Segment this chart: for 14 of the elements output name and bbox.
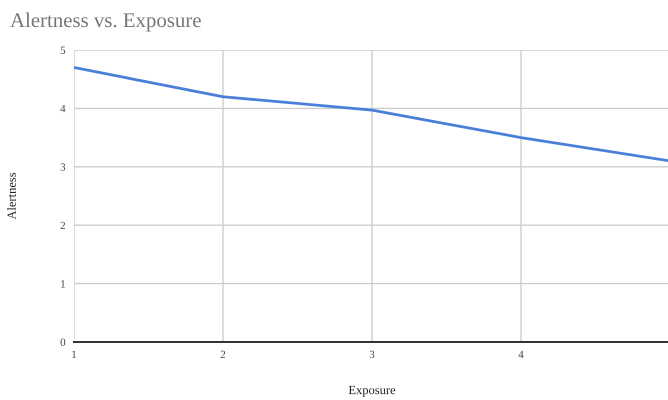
y-tick-label: 0	[60, 338, 66, 346]
x-tick-label: 2	[220, 350, 226, 358]
line-series	[74, 66, 668, 162]
x-tick-label: 4	[518, 350, 524, 358]
y-tick-label: 5	[60, 46, 66, 54]
y-axis-title: Alertness	[7, 172, 16, 220]
y-tick-label: 2	[60, 222, 66, 230]
x-tick-label: 1	[72, 350, 76, 358]
x-tick-label: 3	[370, 350, 374, 358]
y-tick-label: 3	[60, 163, 66, 171]
y-tick-label: 4	[60, 104, 66, 112]
y-tick-label: 1	[61, 280, 65, 288]
chart-title: Alertness vs. Exposure	[10, 12, 201, 32]
x-axis-title: Exposure	[348, 386, 396, 397]
